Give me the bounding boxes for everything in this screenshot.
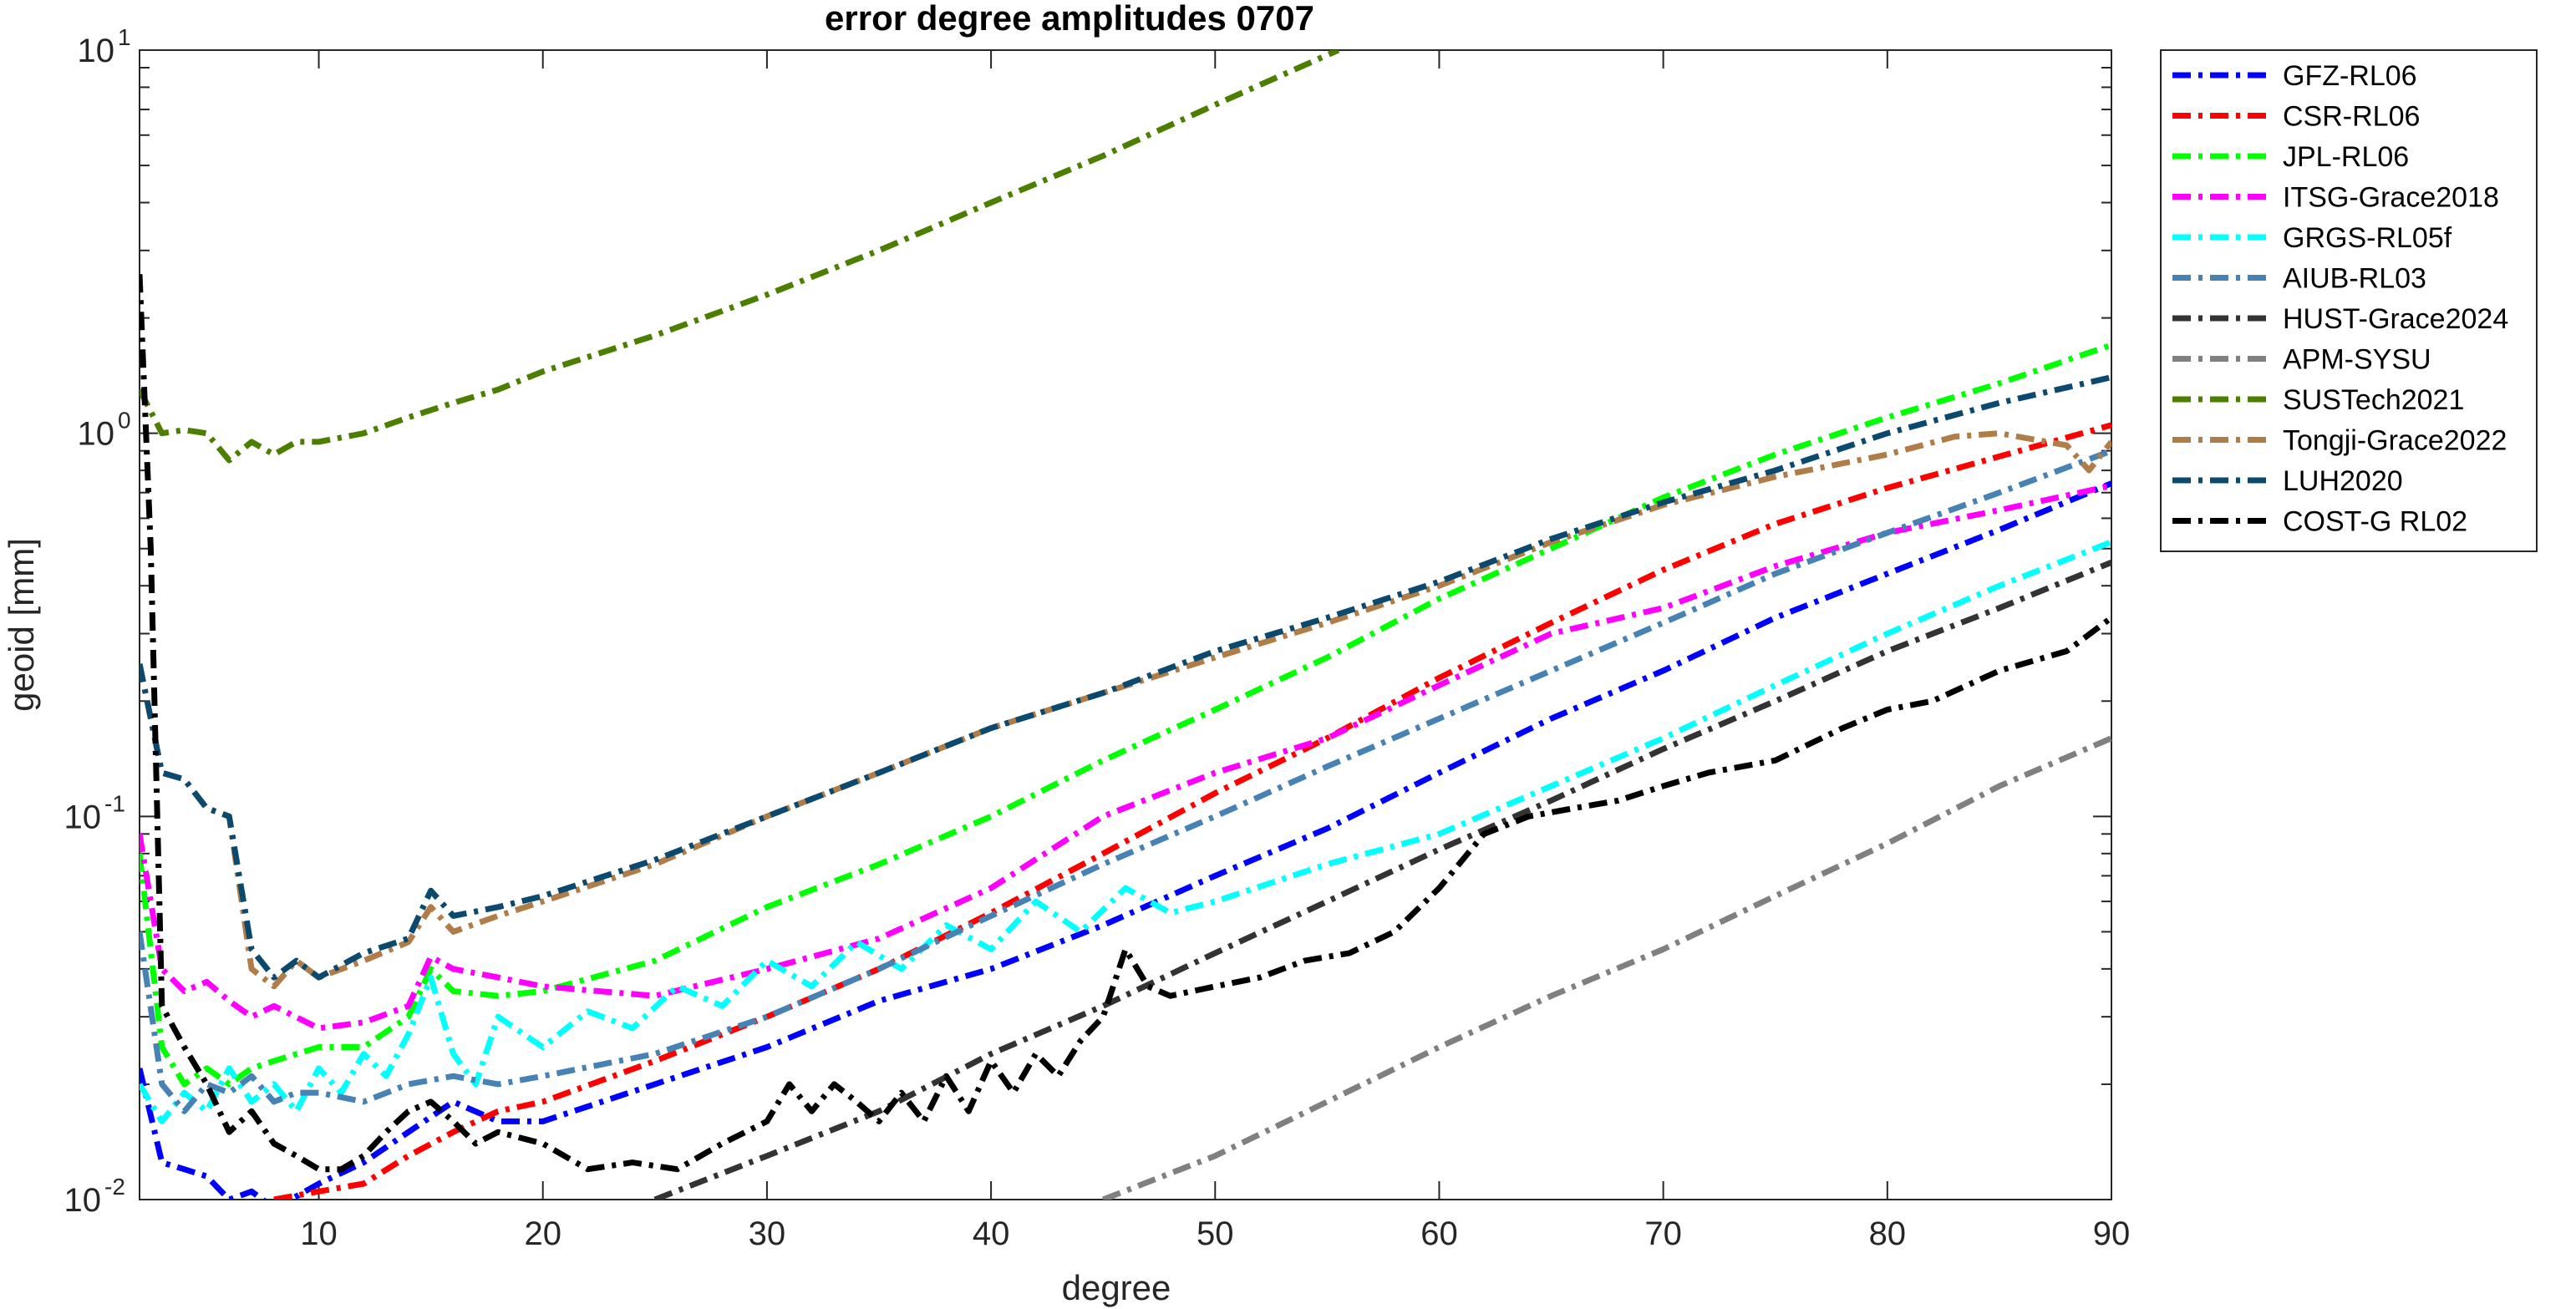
legend-label: AIUB-RL03 xyxy=(2283,263,2426,295)
series-line-hust-grace2024 xyxy=(653,560,2111,1200)
legend-label: APM-SYSU xyxy=(2283,344,2431,376)
series-line-jpl-rl06 xyxy=(140,342,2111,1088)
y-tick-label: 10 1 xyxy=(78,24,131,69)
x-tick-label: 90 xyxy=(2093,1215,2131,1252)
series-line-tongji-grace2022 xyxy=(140,430,2111,990)
legend-label: GRGS-RL05f xyxy=(2283,222,2452,254)
y-tick-exponent: 0 xyxy=(118,408,131,434)
x-tick-label: 80 xyxy=(1869,1215,1907,1252)
x-tick-label: 60 xyxy=(1420,1215,1458,1252)
legend-item: LUH2020 xyxy=(2172,465,2403,497)
y-tick-exponent: 1 xyxy=(118,24,131,50)
legend-item: GRGS-RL05f xyxy=(2172,222,2452,254)
y-tick-exponent: -1 xyxy=(104,790,125,816)
legend-item: COST-G RL02 xyxy=(2172,506,2467,538)
series-line-csr-rl06 xyxy=(273,422,2111,1200)
y-tick-base: 10 xyxy=(64,799,102,835)
series-line-itsg-grace2018 xyxy=(140,482,2111,1032)
legend-label: COST-G RL02 xyxy=(2283,506,2467,538)
y-tick-base: 10 xyxy=(78,33,115,69)
legend-item: Tongji-Grace2022 xyxy=(2172,425,2507,457)
series-group xyxy=(140,50,2111,1200)
legend-label: HUST-Grace2024 xyxy=(2283,303,2508,335)
legend-label: SUSTech2021 xyxy=(2283,384,2464,416)
plot-area xyxy=(139,49,2112,1200)
x-tick-label: 50 xyxy=(1197,1215,1234,1252)
legend-item: HUST-Grace2024 xyxy=(2172,303,2508,335)
legend-item: APM-SYSU xyxy=(2172,344,2431,376)
chart-title: error degree amplitudes 0707 xyxy=(825,0,1314,38)
series-line-aiub-rl03 xyxy=(140,448,2111,1114)
series-line-cost-g-rl02 xyxy=(140,274,2111,1173)
legend: GFZ-RL06 CSR-RL06 JPL-RL06 ITSG-Grace2018 GR… xyxy=(2160,49,2538,552)
legend-label: Tongji-Grace2022 xyxy=(2283,425,2507,457)
x-tick-label: 20 xyxy=(524,1215,561,1252)
x-axis-label: degree xyxy=(1062,1268,1171,1307)
legend-item: AIUB-RL03 xyxy=(2172,263,2426,295)
x-tick-label: 70 xyxy=(1644,1215,1682,1252)
y-tick-label: 10 0 xyxy=(78,408,131,453)
legend-label: JPL-RL06 xyxy=(2283,141,2409,173)
legend-item: CSR-RL06 xyxy=(2172,101,2420,133)
series-line-sustech2021 xyxy=(140,50,1340,464)
series-line-luh2020 xyxy=(140,374,2111,981)
legend-label: LUH2020 xyxy=(2283,465,2403,497)
y-tick-base: 10 xyxy=(78,416,115,453)
y-axis-label: geoid [mm] xyxy=(2,538,41,712)
legend-item: ITSG-Grace2018 xyxy=(2172,182,2499,214)
legend-label: CSR-RL06 xyxy=(2283,101,2420,133)
legend-label: ITSG-Grace2018 xyxy=(2283,182,2499,214)
legend-label: GFZ-RL06 xyxy=(2283,60,2417,92)
y-tick-label: 10 -1 xyxy=(64,790,125,835)
x-tick-label: 10 xyxy=(300,1215,338,1252)
legend-item: SUSTech2021 xyxy=(2172,384,2464,416)
legend-box xyxy=(2160,49,2538,552)
x-tick-label: 30 xyxy=(749,1215,786,1252)
x-tick-label: 40 xyxy=(973,1215,1010,1252)
y-tick-base: 10 xyxy=(64,1182,102,1219)
series-line-apm-sysu xyxy=(1101,735,2111,1200)
legend-item: GFZ-RL06 xyxy=(2172,60,2417,92)
y-tick-label: 10 -2 xyxy=(64,1174,125,1219)
legend-item: JPL-RL06 xyxy=(2172,141,2409,173)
y-tick-exponent: -2 xyxy=(104,1174,125,1200)
